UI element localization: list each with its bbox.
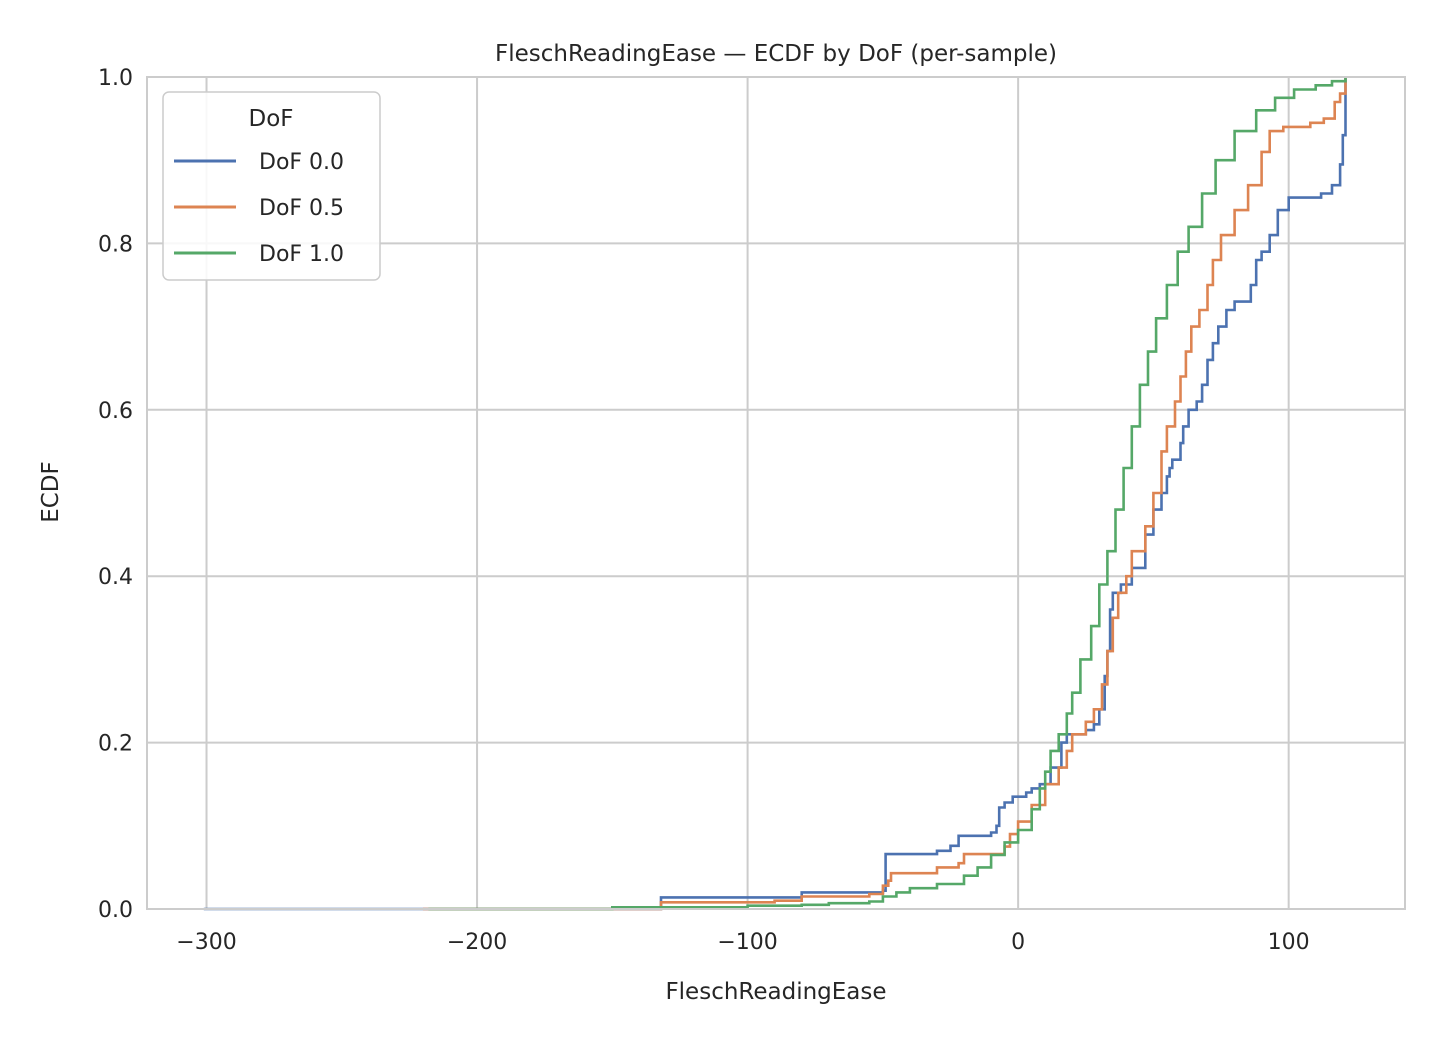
y-tick-label: 0.0 (98, 898, 133, 923)
y-axis-label: ECDF (38, 461, 64, 523)
x-axis-ticks: −300 −200 −100 0 100 (176, 930, 1309, 955)
y-tick-label: 0.2 (98, 732, 133, 757)
legend-label: DoF 0.0 (259, 150, 344, 175)
x-tick-label: 0 (1011, 930, 1025, 955)
y-tick-label: 0.8 (98, 232, 133, 257)
y-tick-label: 0.4 (98, 565, 133, 590)
legend: DoF DoF 0.0 DoF 0.5 DoF 1.0 (162, 91, 381, 281)
legend-item: DoF 0.0 (174, 150, 344, 175)
x-axis-label: FleschReadingEase (665, 979, 886, 1005)
legend-label: DoF 1.0 (259, 242, 344, 267)
legend-box (162, 91, 381, 281)
x-tick-label: 100 (1268, 930, 1310, 955)
legend-items: DoF 0.0 DoF 0.5 DoF 1.0 (174, 150, 344, 267)
y-tick-label: 0.6 (98, 399, 133, 424)
plot-frame (146, 76, 1406, 910)
y-tick-label: 1.0 (98, 66, 133, 91)
x-tick-label: −100 (717, 930, 777, 955)
series-line-dof-1-0 (428, 77, 1347, 911)
y-axis-ticks: 0.0 0.2 0.4 0.6 0.8 1.0 (98, 66, 133, 923)
legend-label: DoF 0.5 (259, 196, 344, 221)
legend-item: DoF 0.5 (174, 196, 344, 221)
series-lines (203, 77, 1347, 911)
legend-item: DoF 1.0 (174, 242, 344, 267)
x-tick-label: −200 (447, 930, 507, 955)
x-tick-label: −300 (176, 930, 236, 955)
chart-title: FleschReadingEase — ECDF by DoF (per-sam… (495, 41, 1057, 67)
series-line-dof-0-5 (422, 77, 1347, 911)
legend-title: DoF (248, 106, 293, 132)
